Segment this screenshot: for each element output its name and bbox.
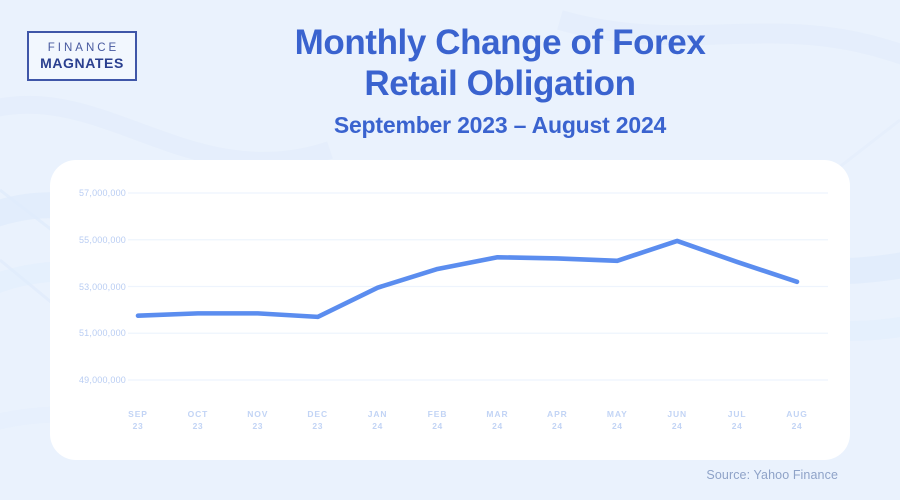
x-axis-tick-month: JUL — [727, 409, 747, 419]
x-axis-tick-year: 24 — [671, 421, 683, 432]
series-line-forex-retail-obligation — [135, 238, 800, 320]
x-axis-tick-label: JAN 24 — [350, 408, 406, 433]
y-axis-tick-label: 55,000,000 — [78, 234, 126, 245]
x-axis-tick-month: OCT — [187, 409, 209, 419]
finance-magnates-logo: FINANCE MAGNATES — [27, 31, 137, 81]
x-axis-tick-month: AUG — [786, 409, 808, 419]
x-axis-tick-year: 23 — [312, 421, 324, 432]
y-axis-tick-label: 51,000,000 — [78, 328, 126, 339]
x-axis-tick-month: FEB — [427, 409, 448, 419]
x-axis-tick-month: MAR — [486, 409, 509, 419]
y-axis-tick-label: 57,000,000 — [78, 188, 126, 198]
page-header: FINANCE MAGNATES Monthly Change of Forex… — [0, 0, 900, 155]
chart-gridlines — [128, 192, 828, 381]
source-note: Source: Yahoo Finance — [706, 468, 838, 482]
line-chart-svg — [128, 192, 828, 381]
page-title-line-2: Retail Obligation — [364, 64, 636, 104]
x-axis-tick-year: 24 — [372, 421, 383, 432]
x-axis-tick-year: 24 — [611, 421, 623, 432]
x-axis-tick-month: JAN — [367, 409, 388, 419]
x-axis-tick-label: JUN 24 — [649, 408, 705, 433]
x-axis-tick-label: NOV 23 — [230, 408, 286, 433]
title-block: Monthly Change of Forex Retail Obligatio… — [180, 22, 820, 139]
x-axis-tick-month: JUN — [667, 409, 688, 419]
page-title-line-1: Monthly Change of Forex — [294, 23, 706, 62]
x-axis-tick-year: 24 — [791, 421, 803, 432]
x-axis-tick-label: MAY 24 — [589, 408, 645, 433]
page-subtitle: September 2023 – August 2024 — [333, 111, 667, 138]
x-axis-tick-label: OCT 23 — [170, 408, 226, 433]
x-axis-tick-label: MAR 24 — [469, 408, 525, 433]
x-axis-tick-month: MAY — [606, 409, 628, 419]
x-axis-tick-label: DEC 23 — [290, 408, 346, 433]
x-axis-tick-year: 23 — [252, 421, 264, 432]
x-axis-tick-year: 23 — [192, 421, 204, 432]
x-axis-tick-label: SEP 23 — [110, 408, 166, 433]
x-axis-tick-label: APR 24 — [529, 408, 585, 433]
page-title: Monthly Change of Forex Retail Obligatio… — [180, 22, 820, 105]
x-axis-tick-label: AUG 24 — [769, 408, 825, 433]
chart-card: 57,000,000 55,000,000 53,000,000 51,000,000… — [50, 160, 850, 460]
x-axis-tick-year: 24 — [492, 421, 503, 432]
x-axis-tick-label: JUL 24 — [709, 408, 765, 433]
x-axis-tick-year: 24 — [432, 421, 443, 432]
y-axis-tick-label: 53,000,000 — [78, 281, 126, 292]
x-axis-tick-label: FEB 24 — [410, 408, 466, 433]
x-axis-tick-month: APR — [547, 409, 568, 419]
logo-text-magnates: MAGNATES — [40, 54, 124, 71]
logo-text-finance: FINANCE — [47, 41, 120, 54]
x-axis-tick-year: 24 — [552, 421, 563, 432]
y-axis-tick-label: 49,000,000 — [78, 375, 126, 385]
x-axis-tick-year: 24 — [731, 421, 743, 432]
x-axis-tick-month: SEP — [128, 409, 148, 419]
chart-area: 57,000,000 55,000,000 53,000,000 51,000,000… — [50, 160, 850, 460]
x-axis-tick-month: NOV — [247, 409, 269, 419]
x-axis-tick-year: 23 — [132, 421, 144, 432]
x-axis-tick-month: DEC — [307, 409, 329, 419]
